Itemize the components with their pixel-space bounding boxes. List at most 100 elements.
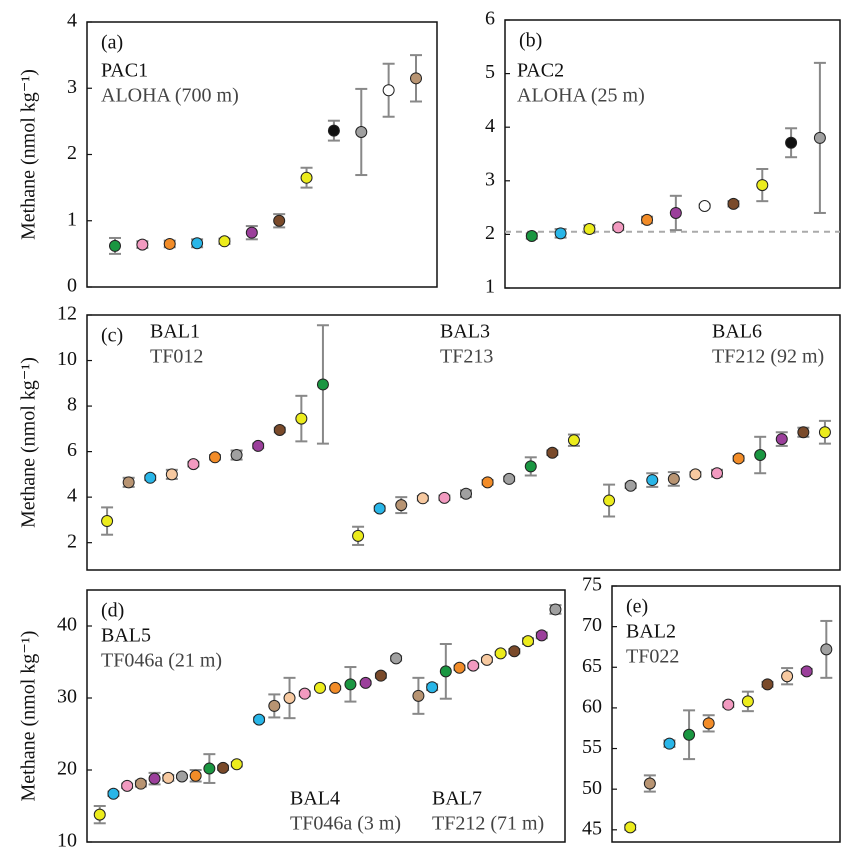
data-point <box>797 426 810 439</box>
data-point <box>785 136 798 149</box>
y-tick-label: 10 <box>57 348 77 370</box>
y-tick-label: 1 <box>485 276 495 298</box>
data-point <box>187 458 200 471</box>
panel-label: (a) <box>101 32 123 54</box>
data-point <box>525 230 538 243</box>
plot-frame <box>504 19 841 289</box>
group-name: BAL2 <box>626 621 676 643</box>
y-tick-label: 4 <box>67 485 77 507</box>
data-point <box>818 426 831 439</box>
data-point <box>283 692 296 704</box>
data-point <box>352 529 365 542</box>
y-tick-label: 45 <box>582 817 602 839</box>
y-tick-label: 1 <box>67 208 77 230</box>
data-point <box>667 472 680 485</box>
group-name: BAL3 <box>440 321 490 343</box>
group-subtitle: TF212 (71 m) <box>432 813 544 835</box>
data-point <box>554 227 567 240</box>
group-subtitle: TF213 <box>440 346 493 368</box>
y-tick-label: 70 <box>582 614 602 636</box>
data-point <box>546 446 559 459</box>
group-name: PAC2 <box>517 60 564 82</box>
data-point <box>416 492 429 505</box>
y-tick-label: 60 <box>582 695 602 717</box>
y-axis-label: Methane (nmol kg⁻¹) <box>18 69 40 240</box>
data-point <box>268 699 281 712</box>
data-point <box>230 449 243 462</box>
data-point <box>93 808 106 821</box>
data-point <box>203 762 216 775</box>
data-point <box>253 713 266 726</box>
data-point <box>390 652 403 665</box>
data-point <box>698 199 711 212</box>
series <box>352 433 580 546</box>
series <box>93 753 243 825</box>
data-point <box>761 678 774 691</box>
data-point <box>663 737 676 750</box>
group-name: BAL5 <box>101 625 151 647</box>
y-tick-label: 50 <box>582 777 602 799</box>
data-point <box>646 474 659 487</box>
y-tick-label: 5 <box>485 61 495 83</box>
data-point <box>702 717 715 730</box>
data-point <box>298 687 311 700</box>
group-name: BAL1 <box>150 321 200 343</box>
data-point <box>230 758 243 771</box>
data-point <box>669 206 682 219</box>
data-point <box>800 665 813 678</box>
data-point <box>641 213 654 226</box>
y-tick-label: 40 <box>57 614 77 636</box>
data-point <box>144 471 157 484</box>
data-point <box>209 451 222 464</box>
y-tick-label: 65 <box>582 655 602 677</box>
data-point <box>217 761 230 774</box>
group-name: BAL6 <box>712 321 762 343</box>
y-tick-label: 0 <box>67 275 77 297</box>
data-point <box>756 179 769 192</box>
group-subtitle: TF022 <box>626 646 679 668</box>
y-tick-label: 75 <box>582 574 602 596</box>
data-point <box>374 669 387 682</box>
data-point <box>218 235 231 248</box>
plot-frame <box>611 585 841 843</box>
data-point <box>453 661 466 674</box>
data-point <box>107 787 120 800</box>
y-tick-label: 6 <box>67 439 77 461</box>
series <box>253 652 403 726</box>
data-point <box>522 635 535 648</box>
data-point <box>136 238 149 251</box>
series <box>624 619 833 834</box>
y-tick-label: 4 <box>67 10 77 32</box>
panel-label: (b) <box>519 30 542 52</box>
y-axis-label: Methane (nmol kg⁻¹) <box>18 357 40 528</box>
y-tick-label: 30 <box>57 686 77 708</box>
data-point <box>295 412 308 425</box>
group-subtitle: TF046a (21 m) <box>101 650 222 672</box>
data-point <box>754 449 767 462</box>
plot-frame <box>86 589 566 843</box>
y-tick-label: 3 <box>67 76 77 98</box>
data-point <box>329 681 342 694</box>
data-point <box>395 499 408 512</box>
y-tick-label: 2 <box>67 142 77 164</box>
data-point <box>460 487 473 500</box>
data-point <box>722 698 735 711</box>
y-tick-label: 3 <box>485 168 495 190</box>
data-point <box>689 468 702 481</box>
data-point <box>508 645 521 658</box>
data-point <box>373 502 386 515</box>
panel-label: (c) <box>101 325 123 347</box>
panel-label: (d) <box>101 600 124 622</box>
group-subtitle: TF012 <box>150 346 203 368</box>
y-tick-label: 6 <box>485 8 495 30</box>
y-tick-label: 55 <box>582 736 602 758</box>
data-point <box>412 689 425 702</box>
y-tick-label: 20 <box>57 758 77 780</box>
data-point <box>148 772 161 785</box>
data-point <box>134 777 147 790</box>
data-point <box>567 434 580 447</box>
data-point <box>327 124 340 137</box>
data-point <box>191 237 204 250</box>
data-point <box>524 460 537 473</box>
